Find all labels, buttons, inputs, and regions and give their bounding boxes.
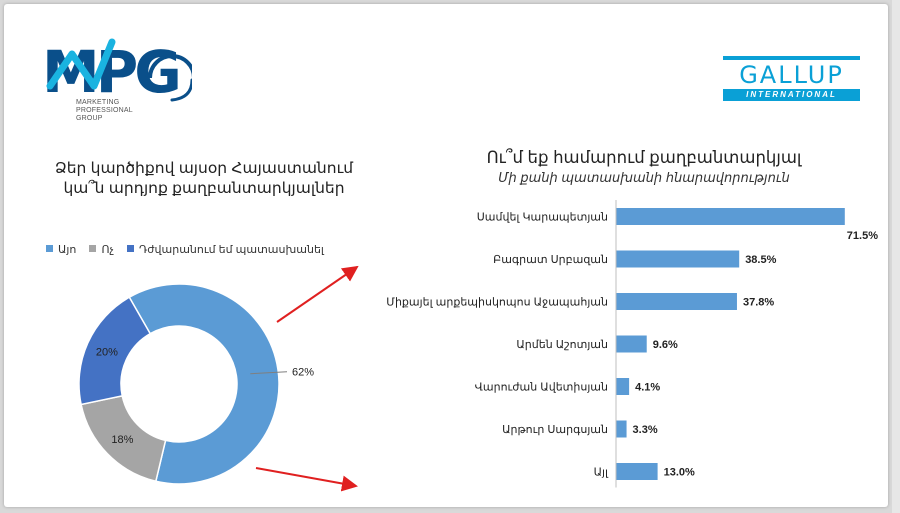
- window-edge: [892, 0, 900, 513]
- donut-slice-yes: [128, 283, 280, 485]
- mpg-caption-line: MARKETING: [76, 99, 120, 106]
- donut-chart-title: Ձեր կարծիքով այսօր Հայաստանում կա՞ն արդյ…: [44, 159, 364, 199]
- donut-label-leader: [250, 371, 288, 375]
- donut-chart: 62% 18% 20%: [78, 265, 359, 492]
- legend-item-hard-to-answer: Դժվարանում եմ պատասխանել: [127, 243, 324, 256]
- mpg-caption-line: GROUP: [76, 115, 103, 122]
- bar: [616, 335, 647, 353]
- bar: [616, 463, 658, 480]
- bar-value-label: 13.0%: [664, 467, 695, 479]
- mpg-check-mark: [46, 38, 116, 90]
- bar-category-label: Սամվել Կարապետյան: [477, 212, 608, 224]
- bar-category-label: Արմեն Աշոտյան: [516, 339, 608, 351]
- legend-label-no: Ոչ: [101, 244, 114, 256]
- bar-chart-title: Ու՞մ եք համարում քաղբանտարկյալ: [486, 149, 802, 167]
- donut-data-label: 18%: [111, 434, 133, 446]
- slide: MPG MARKETING PROFESSIONAL GROUP GALLUP …: [4, 4, 888, 507]
- red-arrow-upper: [276, 265, 359, 323]
- bar-value-label: 38.5%: [745, 254, 776, 266]
- mpg-headset-mic: [170, 78, 192, 102]
- bar-category-label: Այլ: [594, 467, 609, 479]
- mpg-caption: MARKETING PROFESSIONAL GROUP: [76, 99, 133, 123]
- bar: [616, 420, 627, 438]
- mpg-caption-line: PROFESSIONAL: [76, 107, 133, 114]
- gallup-top-rule: [723, 56, 860, 60]
- donut-data-label: 62%: [292, 367, 314, 379]
- gallup-band: INTERNATIONAL: [723, 89, 860, 101]
- donut-data-label: 20%: [96, 347, 118, 359]
- bar-value-label: 9.6%: [653, 339, 678, 351]
- bar-value-label: 3.3%: [633, 424, 658, 436]
- bar-chart-subtitle: Մի քանի պատասխանի հնարավորություն: [498, 170, 790, 185]
- mpg-logo: MPG: [42, 38, 192, 106]
- bar: [616, 208, 845, 225]
- donut-title-line: Ձեր կարծիքով այսօր Հայաստանում: [54, 160, 354, 177]
- bar-value-label: 37.8%: [743, 297, 774, 309]
- legend-swatch-hard-to-answer: [127, 245, 135, 252]
- gallup-wordmark: GALLUP: [739, 61, 844, 89]
- legend-item-no: Ոչ: [89, 243, 114, 256]
- bar-category-label: Վարուժան Ավետիսյան: [475, 382, 608, 394]
- donut-legend: Այո Ոչ Դժվարանում եմ պատասխանել: [46, 243, 334, 256]
- legend-label-hard-to-answer: Դժվարանում եմ պատասխանել: [139, 244, 324, 256]
- bar-category-label: Արթուր Սարգսյան: [502, 424, 608, 436]
- gallup-logo: GALLUP INTERNATIONAL: [723, 56, 860, 102]
- bar-chart: Սամվել Կարապետյան 71.5% Բագրատ Սրբազան 38.5…: [386, 200, 878, 488]
- legend-swatch-no: [89, 245, 97, 252]
- bar: [616, 378, 630, 395]
- legend-label-yes: Այո: [58, 244, 77, 256]
- donut-title-line: կա՞ն արդյոք քաղբանտարկյալներ: [63, 180, 345, 197]
- bar-value-label: 71.5%: [847, 230, 878, 242]
- bar: [616, 293, 737, 310]
- red-arrow-lower: [255, 467, 358, 492]
- legend-swatch-yes: [46, 245, 53, 252]
- bar-value-label: 4.1%: [635, 382, 660, 394]
- bar-category-label: Բագրատ Սրբազան: [493, 254, 608, 266]
- bar: [616, 250, 740, 268]
- mpg-headset-icon: [148, 54, 192, 79]
- legend-item-yes: Այո: [46, 243, 76, 256]
- bar-category-label: Միքայել արքեպիսկոպոս Աջապահյան: [386, 297, 608, 309]
- donut-slice-hard-to-answer: [78, 296, 152, 406]
